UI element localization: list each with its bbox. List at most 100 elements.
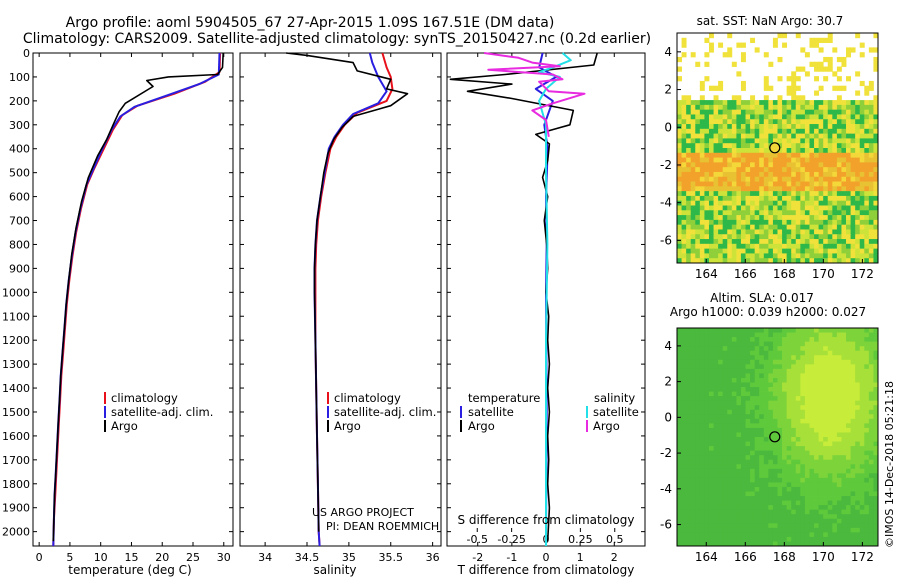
- map-cell: [832, 346, 838, 352]
- map-cell: [681, 258, 687, 264]
- map-cell: [750, 437, 756, 442]
- map-cell: [763, 405, 769, 411]
- map-cell: [859, 109, 865, 115]
- map-cell: [864, 455, 870, 461]
- map-cell: [731, 459, 737, 465]
- map-cell: [836, 176, 842, 182]
- map-cell: [823, 446, 829, 452]
- map-cell: [722, 432, 728, 438]
- map-cell: [823, 176, 829, 182]
- map-cell: [800, 171, 806, 178]
- map-cell: [782, 350, 788, 356]
- map-cell: [823, 346, 829, 352]
- map-cell: [686, 414, 692, 420]
- map-cell: [740, 477, 746, 483]
- map-cell: [740, 148, 746, 154]
- map-cell: [754, 243, 760, 250]
- map-cell: [777, 477, 783, 483]
- map-cell: [832, 505, 838, 511]
- map-cell: [846, 477, 851, 483]
- map-cell: [681, 446, 687, 452]
- map-cell: [718, 514, 724, 520]
- map-cell: [795, 248, 801, 254]
- map-cell: [740, 423, 746, 429]
- map-cell: [736, 133, 742, 139]
- map-cell: [759, 253, 765, 259]
- map-cell: [695, 405, 701, 411]
- map-cell: [804, 364, 810, 370]
- map-cell: [804, 128, 810, 135]
- map-cell: [708, 100, 714, 106]
- map-cell: [690, 518, 696, 524]
- map-cell: [868, 523, 874, 529]
- map-cell: [754, 441, 760, 447]
- map-cell: [722, 391, 728, 397]
- map-cell: [777, 391, 783, 397]
- map-cell: [699, 138, 705, 144]
- map-cell: [859, 100, 865, 106]
- map-cell: [836, 518, 842, 524]
- map-cell: [704, 355, 710, 361]
- map-cell: [713, 215, 719, 221]
- map-cell: [750, 162, 756, 168]
- map-cell: [690, 239, 696, 245]
- map-cell: [823, 450, 829, 456]
- map-cell: [791, 191, 797, 197]
- map-cell: [695, 391, 701, 397]
- map-cell: [777, 377, 783, 383]
- map-cell: [864, 133, 870, 139]
- map-cell: [782, 400, 788, 406]
- map-cell: [745, 128, 751, 135]
- map-cell: [795, 427, 801, 433]
- map-cell: [786, 152, 792, 158]
- map-cell: [846, 186, 851, 192]
- map-cell: [708, 337, 714, 343]
- map-cell: [786, 332, 792, 338]
- map-cell: [804, 482, 810, 488]
- map-cell: [736, 104, 742, 111]
- map-cell: [731, 486, 737, 492]
- map-cell: [818, 450, 824, 456]
- map-cell: [750, 477, 756, 483]
- map-cell: [823, 337, 829, 343]
- map-cell: [850, 239, 856, 245]
- map-cell: [699, 391, 705, 397]
- map-cell: [777, 364, 783, 370]
- map-cell: [791, 482, 797, 488]
- map-cell: [731, 432, 737, 438]
- map-cell: [850, 191, 856, 197]
- map-cell: [759, 491, 765, 497]
- map-cell: [823, 355, 829, 361]
- map-cell: [850, 527, 856, 533]
- map-cell: [827, 243, 833, 250]
- map-cell: [809, 541, 815, 547]
- map-cell: [677, 56, 682, 63]
- x-tick-label: 5: [66, 551, 73, 564]
- map-cell: [804, 441, 810, 447]
- map-cell: [795, 473, 801, 479]
- map-cell: [699, 400, 705, 406]
- map-cell: [859, 119, 865, 125]
- map-cell: [727, 234, 733, 240]
- map-cell: [740, 248, 746, 254]
- map-cell: [677, 124, 682, 130]
- map-cell: [804, 518, 810, 524]
- map-cell: [868, 505, 874, 511]
- map-cell: [677, 391, 682, 397]
- map-cell: [827, 37, 833, 43]
- map-cell: [736, 382, 742, 388]
- map-cell: [841, 253, 847, 259]
- map-cell: [818, 109, 824, 115]
- map-cell: [809, 109, 815, 115]
- map-cell: [850, 387, 856, 392]
- map-cell: [868, 229, 874, 235]
- map-cell: [768, 100, 774, 106]
- map-cell: [681, 224, 687, 230]
- map-cell: [677, 200, 682, 206]
- map-cell: [759, 350, 765, 356]
- map-cell: [855, 332, 861, 338]
- map-cell: [713, 432, 719, 438]
- map-cell: [850, 482, 856, 488]
- map-cell: [763, 243, 769, 250]
- map-cell: [708, 157, 714, 163]
